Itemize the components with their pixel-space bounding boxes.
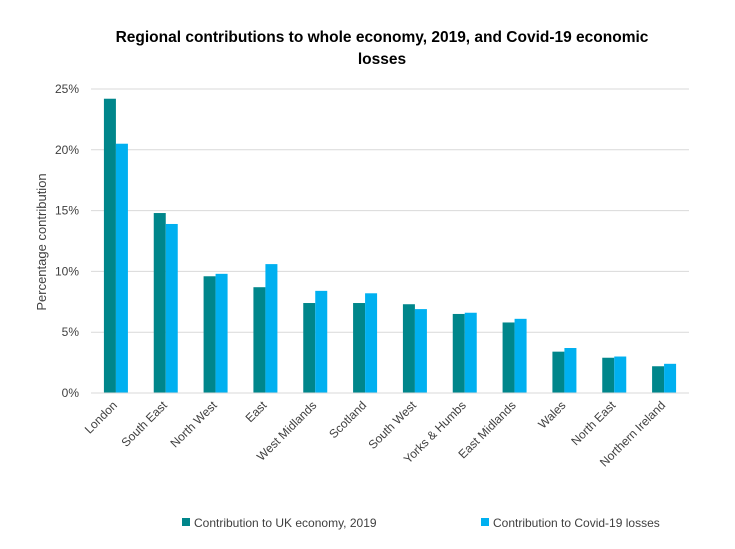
- y-tick-label: 15%: [55, 204, 79, 218]
- y-tick-label: 25%: [55, 82, 79, 96]
- bar-series-2-wales: [564, 348, 577, 393]
- bars: [103, 98, 677, 393]
- gridlines: [91, 88, 689, 333]
- bar-series-2-south-west: [414, 309, 427, 393]
- legend-label-series-1: Contribution to UK economy, 2019: [194, 516, 377, 530]
- legend-swatch-series-1: [182, 518, 190, 526]
- y-axis-ticks: 0% 5% 10% 15% 20% 25%: [55, 82, 79, 400]
- bar-series-1-wales: [552, 351, 565, 393]
- bar-series-1-east-midlands: [502, 322, 515, 393]
- bar-series-2-north-west: [215, 273, 228, 393]
- legend-label-series-2: Contribution to Covid-19 losses: [493, 516, 660, 530]
- y-axis-label: Percentage contribution: [34, 173, 49, 310]
- bar-series-1-yorks-humbs: [452, 313, 465, 393]
- chart-title-line-1: Regional contributions to whole economy,…: [116, 29, 649, 46]
- bar-series-2-scotland: [365, 293, 378, 393]
- y-tick-label: 20%: [55, 143, 79, 157]
- bar-series-2-northern-ireland: [664, 363, 677, 393]
- bar-series-1-south-east: [153, 213, 166, 393]
- bar-series-2-london: [115, 143, 128, 393]
- y-tick-label: 0%: [62, 386, 80, 400]
- bar-series-2-east: [265, 264, 278, 393]
- bar-series-1-scotland: [353, 303, 366, 393]
- bar-series-2-east-midlands: [514, 318, 527, 393]
- legend-swatch-series-2: [481, 518, 489, 526]
- bar-series-2-west-midlands: [315, 290, 328, 393]
- bar-series-1-london: [103, 98, 116, 393]
- bar-series-1-east: [253, 287, 266, 393]
- chart-title-line-2: losses: [358, 51, 406, 68]
- bar-series-1-north-east: [602, 357, 615, 393]
- y-tick-label: 10%: [55, 264, 79, 278]
- bar-series-1-north-west: [203, 276, 216, 393]
- bar-series-1-northern-ireland: [652, 366, 665, 393]
- bar-series-2-yorks-humbs: [464, 312, 477, 393]
- bar-series-2-north-east: [614, 356, 627, 393]
- bar-series-1-south-west: [402, 304, 415, 393]
- bar-series-1-west-midlands: [303, 303, 316, 393]
- bar-series-2-south-east: [165, 223, 178, 393]
- y-tick-label: 5%: [62, 325, 80, 339]
- legend: Contribution to UK economy, 2019 Contrib…: [182, 516, 660, 530]
